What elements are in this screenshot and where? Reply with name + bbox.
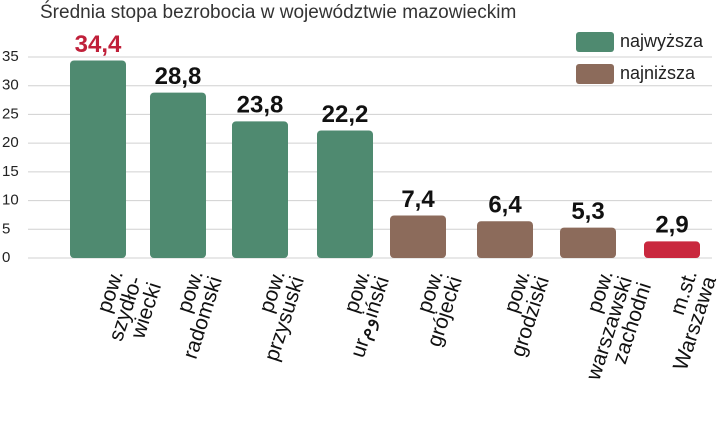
- legend-swatch: [576, 64, 614, 84]
- value-label: 28,8: [155, 63, 202, 90]
- legend-label: najniższa: [620, 63, 696, 83]
- bar: [70, 60, 126, 259]
- legend-swatch: [576, 32, 614, 52]
- value-label: 7,4: [401, 186, 435, 213]
- y-tick-label: 15: [2, 163, 19, 180]
- bar: [560, 227, 616, 258]
- value-label: 34,4: [75, 31, 122, 58]
- bar: [232, 121, 288, 258]
- bar: [390, 215, 446, 258]
- value-label: 2,9: [655, 212, 688, 239]
- value-label: 23,8: [237, 92, 284, 119]
- bar: [317, 130, 373, 258]
- y-tick-label: 35: [2, 48, 19, 65]
- y-tick-label: 25: [2, 105, 19, 122]
- value-label: 6,4: [488, 192, 522, 219]
- value-label: 22,2: [322, 101, 369, 128]
- chart-title: Średnia stopa bezrobocia w województwie …: [40, 1, 516, 23]
- legend-label: najwyższa: [620, 31, 704, 51]
- y-tick-label: 10: [2, 192, 19, 209]
- y-tick-label: 5: [2, 220, 10, 237]
- bar: [477, 221, 533, 258]
- y-tick-label: 20: [2, 134, 19, 151]
- bar: [644, 241, 700, 258]
- y-tick-label: 0: [2, 249, 10, 266]
- bar: [150, 92, 206, 258]
- y-tick-label: 30: [2, 77, 19, 94]
- value-label: 5,3: [571, 198, 604, 225]
